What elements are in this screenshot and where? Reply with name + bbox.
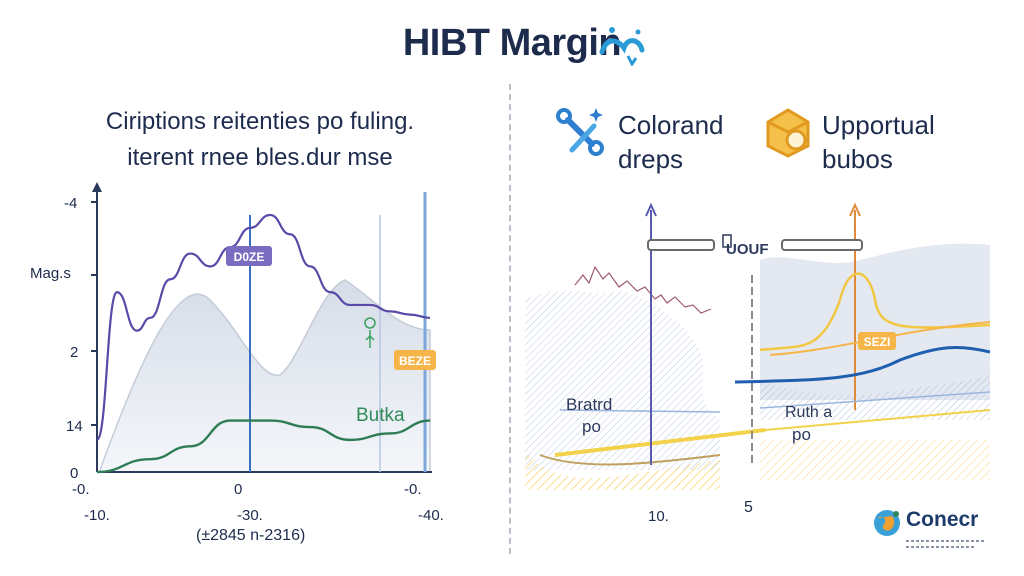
series-label-butka: Butka — [356, 405, 405, 426]
subtitle-line-2: iterent rnee bles.dur mse — [127, 144, 393, 171]
feature2-line2: bubos — [822, 144, 893, 174]
right-right-blue-line-2 — [759, 391, 991, 409]
right-left-label-1: Bratrd — [566, 395, 612, 414]
right-left-area — [525, 290, 720, 470]
right-right-yellow-area — [760, 440, 990, 480]
right-right-blue-line — [734, 345, 991, 384]
y-axis-arrow — [92, 182, 102, 192]
right-left-label-2: po — [582, 417, 601, 436]
logo-text: Conecr — [906, 508, 979, 531]
x-tick-label: -10. — [84, 507, 110, 524]
right-right-yellow-line — [764, 409, 991, 431]
tag-right-panel: SEZI — [858, 332, 896, 350]
slider-left — [647, 239, 715, 251]
x-range-label: (±2845 n-2316) — [196, 527, 306, 544]
svg-text:BEZE: BEZE — [399, 354, 431, 368]
logo-tagline-decoration — [906, 540, 984, 548]
svg-text:D0ZE: D0ZE — [234, 250, 265, 264]
feature-colorand: Colorand dreps — [552, 104, 724, 174]
right-right-area — [760, 243, 990, 400]
y-tick-label: 2 — [70, 344, 78, 361]
panel-divider — [509, 84, 511, 554]
right-right-orange-curve — [759, 272, 991, 352]
marker-icon — [364, 317, 376, 348]
tools-icon — [556, 108, 604, 156]
subtitle-line-1: Ciriptions reitenties po fuling. — [105, 108, 415, 135]
right-x-tick: 5 — [744, 499, 753, 516]
mid-label-group: UOUF — [722, 234, 769, 258]
right-left-blue-line — [559, 409, 721, 413]
globe-icon — [874, 510, 900, 536]
x-tick-label: -0. — [72, 481, 90, 498]
x-tick-label: -0. — [404, 481, 422, 498]
feature-upportual: Upportual bubos — [760, 104, 935, 174]
x-tick-label: -40. — [418, 507, 444, 524]
subtitle: Ciriptions reitenties po fuling. iterent… — [60, 104, 460, 176]
tag-top: D0ZE — [226, 246, 272, 266]
package-icon — [766, 108, 810, 158]
right-x-tick: 10. — [648, 508, 669, 525]
right-left-yellow-line — [554, 428, 766, 457]
right-left-noise-line — [574, 265, 712, 314]
right-right-label-2: po — [792, 425, 811, 444]
series-line-purple — [95, 213, 431, 441]
splash-mark-icon — [599, 27, 645, 66]
logo: Conecr — [870, 506, 1020, 556]
x-tick-label: -30. — [237, 507, 263, 524]
y-axis-label: Mag.s — [30, 265, 71, 282]
feature2-line1: Upportual — [822, 110, 935, 140]
series-line-butka — [96, 419, 431, 474]
right-right-hatch — [760, 375, 990, 420]
svg-text:UOUF: UOUF — [726, 241, 769, 258]
right-right-label-1: Ruth a — [785, 404, 832, 421]
y-tick-label: 0 — [70, 465, 78, 482]
svg-text:SEZI: SEZI — [864, 335, 891, 349]
tag-right: BEZE — [394, 350, 436, 370]
right-left-yellow-area — [525, 450, 720, 490]
page-title: HIBT Margin — [402, 22, 622, 64]
feature1-line1: Colorand — [618, 110, 724, 140]
x-tick-label: 0 — [234, 481, 242, 498]
y-tick-label: 14 — [66, 418, 83, 435]
slider-right — [781, 239, 863, 251]
y-tick-label: -4 — [64, 195, 77, 212]
feature1-line2: dreps — [618, 144, 684, 174]
